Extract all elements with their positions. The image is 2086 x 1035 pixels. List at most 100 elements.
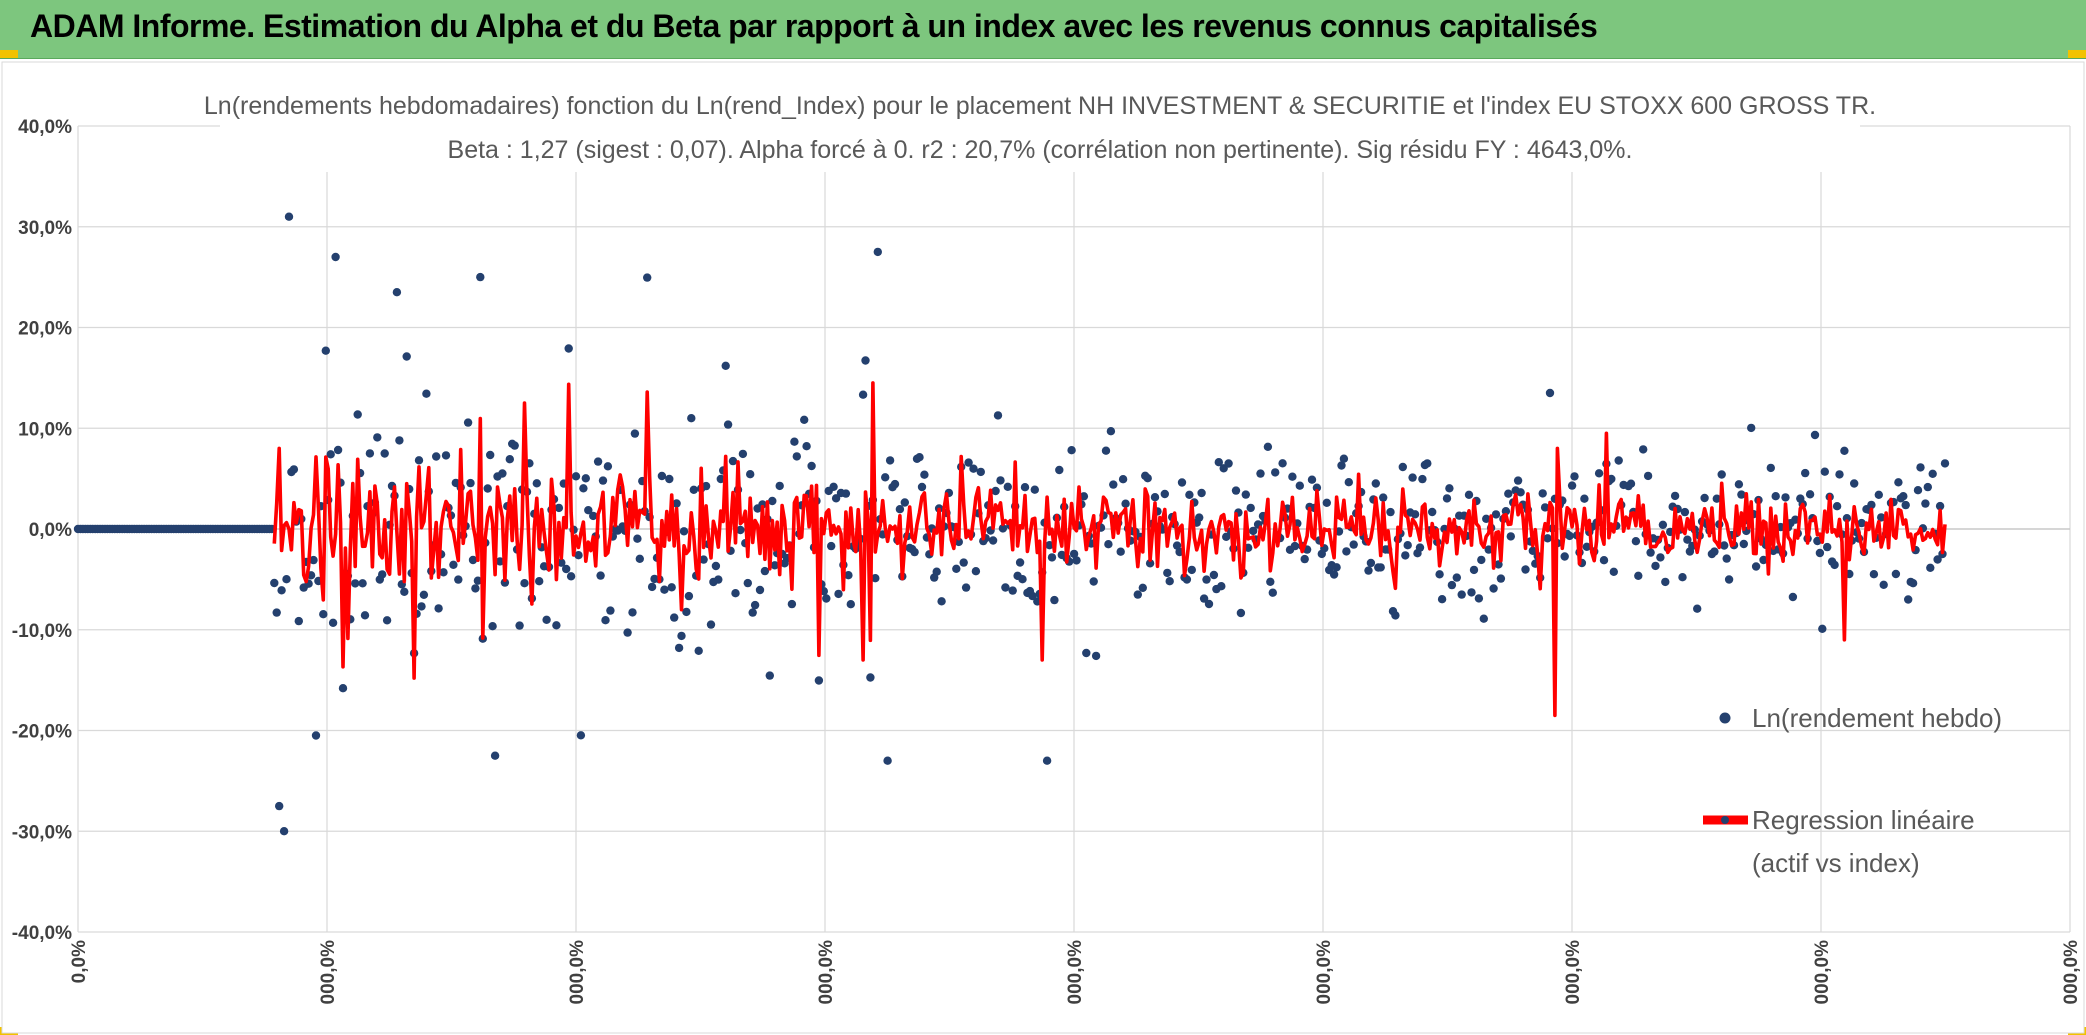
scatter-point [1337,461,1346,470]
scatter-point [1295,481,1305,490]
corner-marker-top-right [2068,50,2086,58]
regression-series [272,381,1947,718]
scatter-point [1496,574,1506,583]
scatter-point [488,622,497,631]
scatter-point [765,671,774,680]
scatter-point [954,537,963,547]
scatter-point [589,511,598,521]
scatter-point [787,599,797,609]
scatter-point [1747,423,1756,433]
scatter-point [601,616,610,625]
scatter-point [1643,471,1653,481]
scatter-point [584,506,593,515]
scatter-point [495,557,505,566]
scatter-point [1386,507,1395,517]
scatter-point [1646,548,1655,557]
scatter-point [454,575,463,584]
scatter-point [400,587,409,596]
scatter-point [1469,565,1479,575]
scatter-point [1913,486,1923,495]
scatter-point [731,589,740,598]
scatter-point [1560,552,1569,561]
scatter-point [800,415,809,424]
scatter-point [670,613,679,622]
scatter-point [378,570,387,579]
scatter-point [1842,514,1852,523]
scatter-point [711,561,721,571]
scatter-point [1079,492,1089,501]
scatter-point [1160,489,1170,499]
x-tick-label: 000,0% [567,940,588,1005]
chart-title-block: Ln(rendements hebdomadaires) fonction du… [204,84,1876,172]
scatter-point [1908,579,1918,588]
scatter-point [1737,490,1746,499]
y-tick-label: 40,0% [18,117,72,138]
scatter-point [1484,545,1493,554]
scatter-point [1214,458,1224,467]
scatter-point [1923,482,1933,492]
scatter-point [932,567,941,576]
scatter-point [1339,454,1349,463]
y-tick-label: 30,0% [18,218,72,239]
scatter-point [1045,541,1054,550]
scatter-point [284,212,294,221]
scatter-point [1121,499,1130,508]
scatter-point [1209,570,1219,580]
scatter-point [309,555,318,565]
scatter-point [1332,563,1341,572]
scatter-point [1271,468,1280,477]
scatter-point [657,471,667,481]
scatter-point [969,464,978,473]
scatter-point [1300,554,1309,564]
scatter-point [1256,469,1265,478]
scatter-point [1398,462,1408,472]
scatter-point [562,564,571,574]
scatter-point [841,489,851,498]
scatter-point [1415,543,1425,552]
scatter-point [814,676,824,685]
scatter-point [1249,526,1258,536]
scatter-point [596,571,605,580]
scatter-point [1165,577,1174,586]
scatter-point [1133,590,1143,599]
scatter-point [758,500,767,509]
scatter-point [1661,577,1670,587]
scatter-point [998,524,1008,533]
scatter-point [1278,459,1287,468]
scatter-point [1940,459,1950,468]
legend-label-regression-line2: (actif vs index) [1752,848,1920,878]
scatter-point [1089,577,1098,586]
scatter-point [1101,446,1111,455]
scatter-point [1680,507,1690,517]
scatter-point [866,673,875,682]
scatter-point [1217,582,1226,591]
scatter-point [282,575,291,584]
scatter-point [694,646,703,655]
scatter-point [1722,554,1731,563]
scatter-point [1879,580,1888,589]
scatter-point [748,608,757,617]
scatter-point [466,478,475,488]
scatter-point [1452,573,1462,582]
scatter-point [1710,547,1719,556]
scatter-point [1408,473,1417,482]
scatter-point [952,564,961,573]
scatter-point [1739,539,1749,549]
scatter-point [468,555,478,565]
scatter-point [1717,470,1726,479]
scatter-point [1874,490,1884,499]
scatter-point [1781,493,1790,502]
scatter-point [1850,479,1859,488]
scatter-point [883,756,892,765]
scatter-point [873,247,882,257]
scatter-point [476,272,485,282]
scatter-point [623,628,632,637]
scatter-point [1805,490,1815,499]
scatter-point [768,496,777,506]
scatter-point [576,731,586,740]
scatter-point [1501,507,1511,516]
scatter-point [858,390,868,399]
scatter-point [1199,594,1209,603]
scatter-point [1538,489,1547,498]
scatter-point [790,437,799,446]
